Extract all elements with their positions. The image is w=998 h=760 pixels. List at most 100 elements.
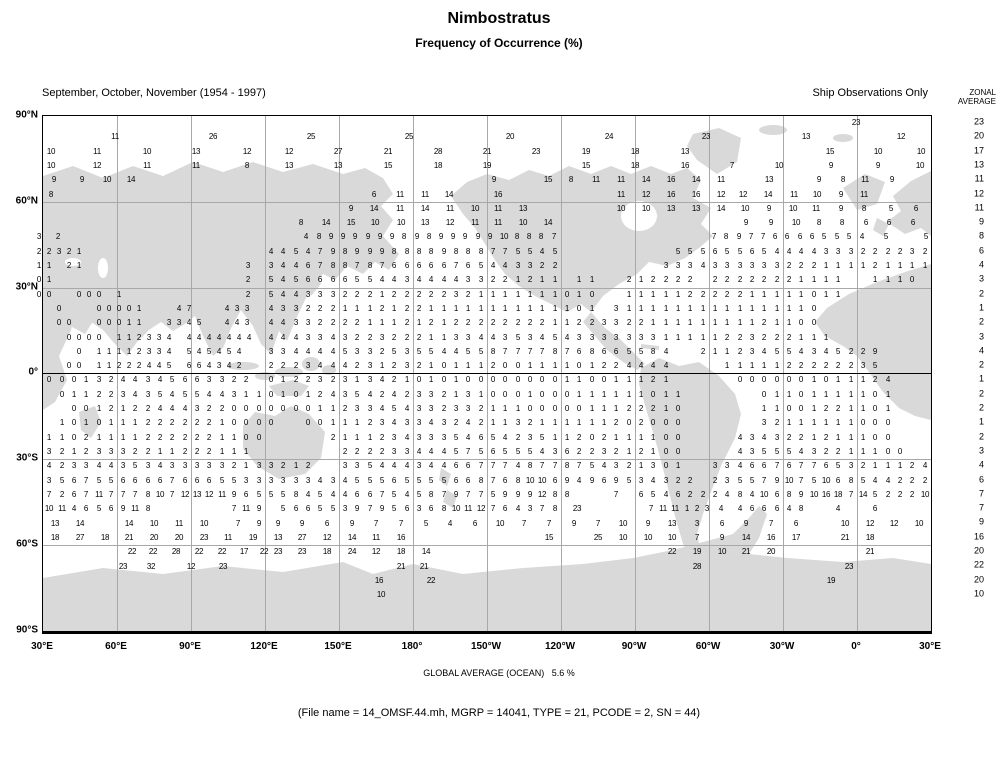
grid-value: 1 xyxy=(116,333,122,342)
grid-value: 1 xyxy=(367,433,373,442)
grid-value: 3 xyxy=(515,261,521,270)
grid-value: 4 xyxy=(922,461,928,470)
grid-value: 6 xyxy=(145,476,151,485)
grid-value: 1 xyxy=(860,261,866,270)
grid-value: 4 xyxy=(330,490,336,499)
grid-value: 2 xyxy=(367,333,373,342)
grid-value: 6 xyxy=(601,476,607,485)
grid-value: 3 xyxy=(724,476,730,485)
grid-value: 2 xyxy=(490,275,496,284)
grid-value: 2 xyxy=(626,275,632,284)
grid-value: 2 xyxy=(391,375,397,384)
grid-value: 21 xyxy=(840,533,850,542)
grid-value: 0 xyxy=(56,318,62,327)
grid-value: 4 xyxy=(367,390,373,399)
grid-value: 0 xyxy=(76,361,82,370)
grid-value: 4 xyxy=(293,290,299,299)
grid-value: 1 xyxy=(774,304,780,313)
grid-value: 4 xyxy=(219,390,225,399)
grid-value: 4 xyxy=(169,390,175,399)
grid-value: 2 xyxy=(36,247,42,256)
grid-value: 1 xyxy=(811,333,817,342)
grid-value: 4 xyxy=(872,476,878,485)
grid-value: 15 xyxy=(346,218,356,227)
grid-value: 2 xyxy=(823,433,829,442)
grid-value: 1 xyxy=(46,433,52,442)
grid-value: 22 xyxy=(667,547,677,556)
grid-value: 1 xyxy=(539,304,545,313)
grid-value: 10 xyxy=(784,476,794,485)
grid-value: 5 xyxy=(367,476,373,485)
grid-value: 0 xyxy=(256,433,262,442)
grid-value: 4 xyxy=(718,504,724,513)
grid-value: 10 xyxy=(788,204,798,213)
grid-value: 1 xyxy=(749,290,755,299)
grid-value: 5 xyxy=(774,447,780,456)
grid-value: 6 xyxy=(354,490,360,499)
grid-value: 3 xyxy=(416,461,422,470)
grid-value: 9 xyxy=(256,519,262,528)
grid-value: 0 xyxy=(36,290,42,299)
grid-value: 0 xyxy=(564,390,570,399)
grid-value: 6 xyxy=(465,461,471,470)
grid-value: 1 xyxy=(576,290,582,299)
grid-value: 9 xyxy=(79,175,85,184)
grid-value: 5 xyxy=(749,476,755,485)
grid-value: 2 xyxy=(737,347,743,356)
grid-value: 2 xyxy=(860,461,866,470)
grid-value: 7 xyxy=(379,490,385,499)
grid-value: 3 xyxy=(146,347,152,356)
grid-value: 2 xyxy=(638,404,644,413)
grid-value: 0 xyxy=(860,418,866,427)
grid-value: 0 xyxy=(872,418,878,427)
grid-value: 8 xyxy=(145,490,151,499)
grid-value: 5 xyxy=(186,347,192,356)
grid-value: 1 xyxy=(564,361,570,370)
longitude-label: 120°E xyxy=(250,641,278,652)
grid-value: 3 xyxy=(244,318,250,327)
grid-value: 1 xyxy=(860,375,866,384)
grid-value: 2 xyxy=(453,318,459,327)
grid-value: 4 xyxy=(502,433,508,442)
grid-value: 1 xyxy=(774,390,780,399)
grid-value: 0 xyxy=(59,375,65,384)
grid-value: 2 xyxy=(835,361,841,370)
zonal-average-value: 2 xyxy=(978,359,984,370)
grid-value: 2 xyxy=(219,404,225,413)
grid-value: 4 xyxy=(71,504,77,513)
grid-value: 8 xyxy=(428,247,434,256)
grid-value: 8 xyxy=(723,232,729,241)
grid-value: 5 xyxy=(169,375,175,384)
grid-value: 3 xyxy=(576,333,582,342)
grid-value: 0 xyxy=(66,318,72,327)
grid-value: 1 xyxy=(675,390,681,399)
grid-value: 0 xyxy=(231,418,237,427)
grid-value: 4 xyxy=(737,461,743,470)
grid-value: 7 xyxy=(478,461,484,470)
grid-value: 5 xyxy=(888,204,894,213)
grid-value: 1 xyxy=(453,375,459,384)
grid-value: 2 xyxy=(700,290,706,299)
grid-value: 11 xyxy=(242,504,250,513)
grid-value: 2 xyxy=(786,261,792,270)
grid-value: 14 xyxy=(420,204,430,213)
grid-value: 18 xyxy=(100,533,110,542)
grid-value: 3 xyxy=(367,361,373,370)
grid-value: 11 xyxy=(592,175,600,184)
zonal-average-value: 8 xyxy=(978,230,984,241)
grid-value: 4 xyxy=(490,261,496,270)
grid-value: 6 xyxy=(863,218,869,227)
grid-value: 1 xyxy=(478,304,484,313)
grid-value: 1 xyxy=(379,361,385,370)
grid-value: 7 xyxy=(235,519,241,528)
grid-value: 2 xyxy=(897,247,903,256)
grid-value: 2 xyxy=(317,318,323,327)
grid-value: 2 xyxy=(379,447,385,456)
grid-value: 1 xyxy=(712,318,718,327)
grid-value: 0 xyxy=(71,375,77,384)
grid-value: 18 xyxy=(396,547,406,556)
grid-value: 3 xyxy=(626,333,632,342)
grid-value: 0 xyxy=(515,361,521,370)
grid-value: 21 xyxy=(482,147,492,156)
grid-value: 3 xyxy=(613,461,619,470)
